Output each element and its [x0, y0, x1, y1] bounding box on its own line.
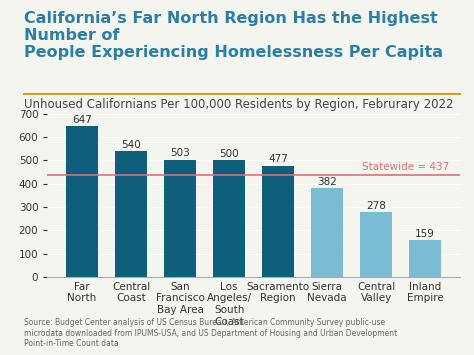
Text: 647: 647 — [72, 115, 92, 125]
Bar — [360, 212, 392, 277]
Text: Source: Budget Center analysis of US Census Bureau, American Community Survey pu: Source: Budget Center analysis of US Cen… — [24, 318, 397, 348]
Bar — [164, 159, 196, 277]
Text: 382: 382 — [317, 177, 337, 187]
Text: Statewide = 437: Statewide = 437 — [362, 162, 450, 172]
Text: California’s Far North Region Has the Highest Number of
People Experiencing Home: California’s Far North Region Has the Hi… — [24, 11, 443, 60]
Bar — [409, 240, 441, 277]
Bar — [311, 188, 343, 277]
Text: 540: 540 — [121, 140, 141, 150]
Bar — [262, 166, 294, 277]
Text: Unhoused Californians Per 100,000 Residents by Region, Februrary 2022: Unhoused Californians Per 100,000 Reside… — [24, 98, 453, 111]
Text: 503: 503 — [170, 148, 190, 158]
Bar — [115, 151, 147, 277]
Text: 500: 500 — [219, 149, 239, 159]
Text: 278: 278 — [366, 201, 386, 211]
Text: 159: 159 — [415, 229, 435, 239]
Bar — [66, 126, 98, 277]
Text: 477: 477 — [268, 154, 288, 164]
Bar — [213, 160, 245, 277]
